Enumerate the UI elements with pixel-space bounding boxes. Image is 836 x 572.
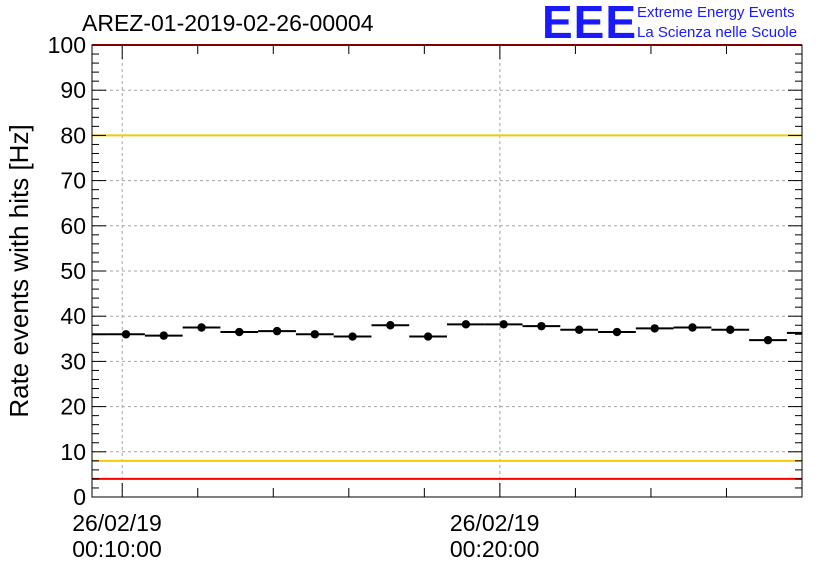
data-point (423, 332, 433, 341)
data-points (92, 320, 802, 345)
data-point (461, 320, 471, 329)
y-tick-label: 10 (60, 439, 86, 465)
y-tick-label: 30 (60, 348, 86, 374)
data-point (272, 326, 282, 336)
logo-line-2: La Scienza nelle Scuole (637, 24, 798, 41)
y-tick-label: 80 (60, 122, 86, 148)
data-point (197, 323, 206, 332)
y-tick-label: 90 (60, 77, 86, 103)
data-point (235, 327, 244, 337)
y-tick-label: 60 (60, 213, 86, 239)
x-tick-label-time: 00:20:00 (450, 536, 540, 562)
grid-lines (92, 45, 802, 497)
y-tick-label: 20 (60, 394, 86, 420)
x-tick-label-time: 00:10:00 (72, 536, 162, 562)
data-point (499, 320, 508, 329)
chart-title: AREZ-01-2019-02-26-00004 (82, 10, 374, 36)
data-point (650, 324, 659, 333)
y-tick-label: 70 (60, 168, 86, 194)
x-tick-label-date: 26/02/19 (450, 510, 540, 536)
data-point (159, 331, 168, 340)
y-tick-label: 100 (48, 32, 86, 58)
data-point (726, 325, 735, 334)
reference-lines (92, 44, 802, 480)
eee-logo: EEE Extreme Energy Events La Scienza nel… (542, 0, 832, 48)
data-point (612, 327, 622, 337)
y-tick-label: 50 (60, 258, 86, 284)
y-tick-label: 0 (73, 484, 86, 510)
data-point (386, 321, 395, 330)
y-tick-label: 40 (60, 303, 86, 329)
y-axis-label: Rate events with hits [Hz] (4, 124, 34, 417)
logo-mark: EEE (542, 0, 638, 48)
x-tick-label-date: 26/02/19 (72, 510, 162, 536)
logo-line-1: Extreme Energy Events (637, 4, 795, 21)
data-point (763, 335, 773, 345)
data-point (574, 325, 584, 334)
data-point (310, 330, 320, 339)
y-tick-labels: 0 10 20 30 40 50 60 70 80 90 100 (48, 32, 86, 510)
axis-ticks (92, 44, 803, 498)
data-point (348, 332, 357, 341)
data-point (121, 330, 131, 339)
data-point (537, 321, 546, 331)
data-point (688, 323, 697, 332)
